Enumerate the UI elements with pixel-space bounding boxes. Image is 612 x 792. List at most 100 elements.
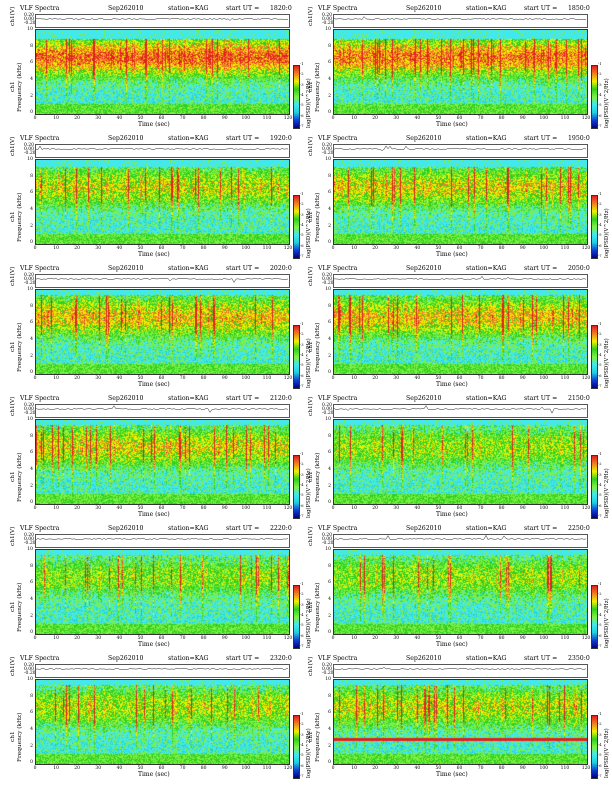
spectrogram-ylabel: Frequency (kHz): [315, 62, 321, 112]
panel-title: VLF Spectra: [20, 525, 60, 532]
spectra-panel: VLF Spectra Sep262010 station=KAG start …: [306, 4, 610, 132]
freq-tick: 6: [328, 710, 331, 715]
freq-tick: 6: [30, 60, 33, 65]
time-tick: 100: [241, 246, 251, 251]
colorbar-tick: -3: [598, 472, 602, 477]
freq-tick: 6: [328, 450, 331, 455]
time-tick: 30: [95, 636, 102, 641]
freq-tick: 10: [325, 547, 331, 552]
spectrogram-ylabel-ch: ch1: [10, 731, 16, 742]
spectra-panel: VLF Spectra Sep262010 station=KAG start …: [8, 264, 312, 392]
time-tick: 40: [414, 636, 421, 641]
colorbar-tick: -6: [300, 763, 304, 768]
time-tick: 10: [351, 376, 357, 381]
time-tick: 40: [414, 766, 421, 771]
time-tick: 60: [456, 506, 463, 511]
panel-start-ut: 2150:0: [568, 395, 590, 402]
colorbar-tick: -3: [598, 732, 602, 737]
panel-date: Sep262010: [406, 265, 442, 272]
time-tick: 70: [477, 376, 484, 381]
time-tick: 10: [53, 766, 59, 771]
freq-tick: 2: [328, 614, 331, 619]
colorbar-tick: -5: [300, 103, 304, 108]
time-tick: 30: [95, 376, 102, 381]
colorbar-tick: -3: [598, 82, 602, 87]
time-tick: 50: [435, 376, 442, 381]
colorbar: [293, 65, 300, 129]
colorbar-tick: -6: [300, 243, 304, 248]
time-tick: 70: [179, 636, 186, 641]
time-tick: 60: [456, 766, 463, 771]
time-tick: 60: [158, 766, 165, 771]
timeseries-trace: [334, 275, 587, 280]
ts-tick: 0.20: [322, 663, 333, 668]
time-tick: 10: [53, 506, 59, 511]
colorbar-tick: -3: [598, 342, 602, 347]
spectrogram: [35, 549, 290, 635]
ts-tick: -0.20: [322, 411, 334, 416]
timeseries-trace: [36, 668, 289, 671]
time-tick: 110: [560, 766, 570, 771]
time-axis-label: Time (sec): [436, 381, 468, 388]
ts-tick: 0.00: [322, 277, 333, 282]
time-tick: 80: [498, 116, 505, 121]
colorbar-tick: -3: [300, 472, 304, 477]
panel-title: VLF Spectra: [318, 525, 358, 532]
ts-tick: 0.20: [322, 403, 333, 408]
time-tick: 90: [221, 116, 228, 121]
time-axis-label: Time (sec): [138, 511, 170, 518]
time-tick: 0: [33, 506, 37, 511]
colorbar-tick: -5: [300, 233, 304, 238]
panel-start-ut: 1820:0: [270, 5, 292, 12]
ts-tick: 0.20: [24, 273, 35, 278]
spectrogram-ylabel: Frequency (kHz): [17, 322, 23, 372]
colorbar-tick: -2: [300, 462, 304, 467]
freq-tick: 2: [30, 94, 33, 99]
colorbar-tick: -1: [300, 192, 304, 196]
freq-tick: 4: [328, 207, 331, 212]
timeseries-trace: [334, 145, 587, 151]
freq-tick: 8: [328, 44, 331, 49]
panel-start-ut: 2120:0: [270, 395, 292, 402]
spectra-panel: VLF Spectra Sep262010 station=KAG start …: [306, 524, 610, 652]
time-axis-label: Time (sec): [436, 641, 468, 648]
freq-tick: 4: [328, 597, 331, 602]
spectra-panel: VLF Spectra Sep262010 station=KAG start …: [306, 264, 610, 392]
freq-tick: 6: [328, 60, 331, 65]
time-axis-label: Time (sec): [138, 381, 170, 388]
time-tick: 120: [581, 636, 591, 641]
time-tick: 100: [241, 506, 251, 511]
spectrogram: [35, 29, 290, 115]
time-axis-label: Time (sec): [436, 251, 468, 258]
panel-header: VLF Spectra Sep262010 station=KAG start …: [8, 264, 298, 274]
colorbar: [293, 325, 300, 389]
time-tick: 50: [435, 506, 442, 511]
freq-tick: 10: [325, 417, 331, 422]
spectrogram: [35, 159, 290, 245]
ts-tick: 0.20: [24, 143, 35, 148]
freq-tick: 4: [30, 727, 33, 732]
timeseries-ylabel: ch1(V): [308, 6, 314, 26]
time-tick: 110: [262, 766, 272, 771]
colorbar-tick: -2: [598, 462, 602, 467]
timeseries-plot: [35, 664, 290, 678]
freq-tick: 6: [30, 450, 33, 455]
time-tick: 90: [221, 376, 228, 381]
panel-start-prefix: start UT =: [524, 5, 558, 12]
panel-date: Sep262010: [406, 525, 442, 532]
colorbar-tick: -6: [598, 763, 602, 768]
panel-start-prefix: start UT =: [524, 135, 558, 142]
time-tick: 30: [393, 636, 400, 641]
time-tick: 40: [414, 246, 421, 251]
time-tick: 110: [560, 116, 570, 121]
time-tick: 60: [456, 116, 463, 121]
colorbar-tick: -1: [598, 62, 602, 66]
colorbar-tick: -1: [300, 582, 304, 586]
colorbar-tick: -5: [300, 753, 304, 758]
panel-date: Sep262010: [108, 5, 144, 12]
panel-header: VLF Spectra Sep262010 station=KAG start …: [306, 654, 596, 664]
panel-station: station=KAG: [466, 655, 507, 662]
panel-station: station=KAG: [466, 525, 507, 532]
panel-date: Sep262010: [108, 525, 144, 532]
timeseries-trace: [36, 17, 289, 21]
